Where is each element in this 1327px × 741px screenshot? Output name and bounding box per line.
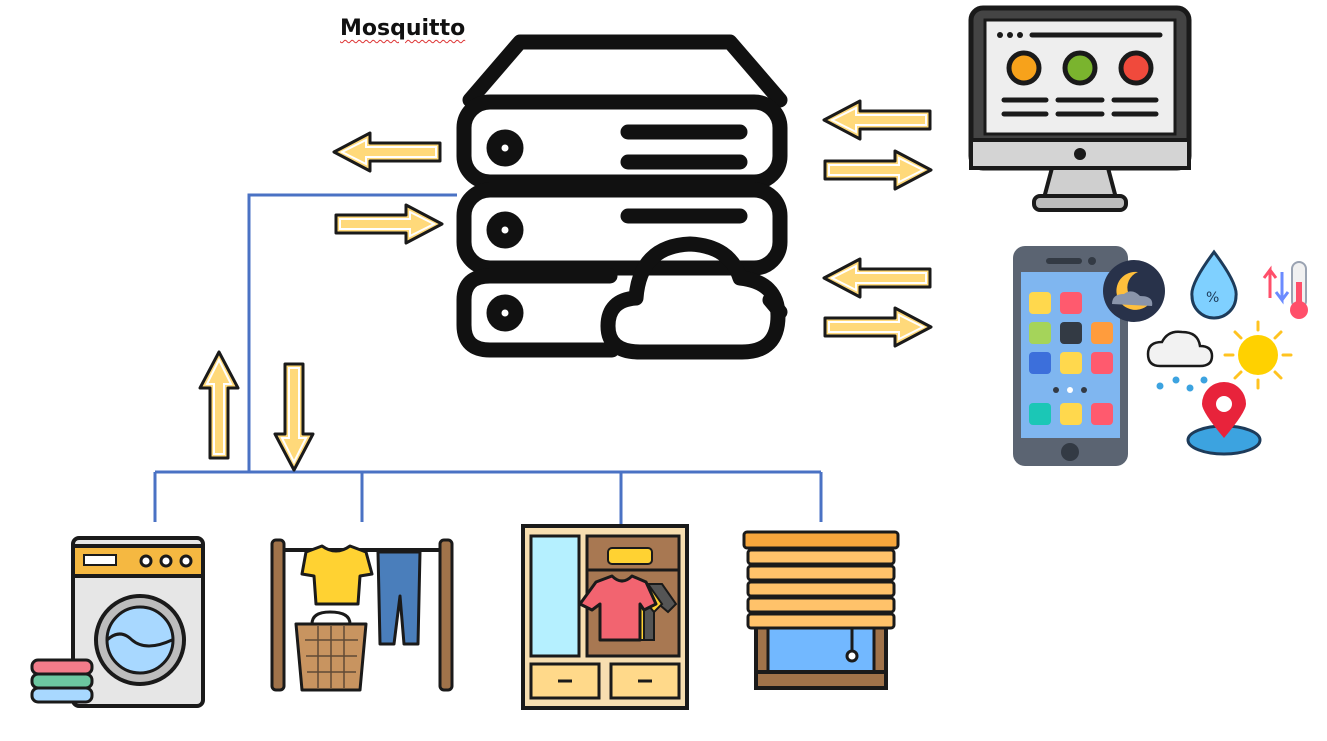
arrow-dashboard-to-broker — [822, 99, 932, 141]
arrow-broker-to-left — [332, 131, 442, 173]
cloud-server-icon — [456, 34, 788, 360]
wardrobe-icon — [521, 524, 689, 710]
diagram-title: Mosquitto — [340, 16, 466, 41]
clothesline-icon — [270, 538, 454, 692]
arrow-devices-up — [198, 350, 240, 460]
svg-text:%: % — [1206, 290, 1219, 306]
arrow-mobile-to-broker — [822, 257, 932, 299]
bus-lines — [153, 193, 823, 525]
washing-machine-icon — [30, 536, 205, 708]
window-blinds-icon — [742, 530, 900, 690]
arrow-broker-to-dashboard — [823, 149, 933, 191]
arrow-broker-to-mobile — [823, 306, 933, 348]
arrow-left-to-broker — [334, 203, 444, 245]
smartphone-weather-icon: % — [1013, 246, 1308, 466]
arrow-devices-down — [273, 362, 315, 472]
monitor-icon — [968, 5, 1192, 212]
